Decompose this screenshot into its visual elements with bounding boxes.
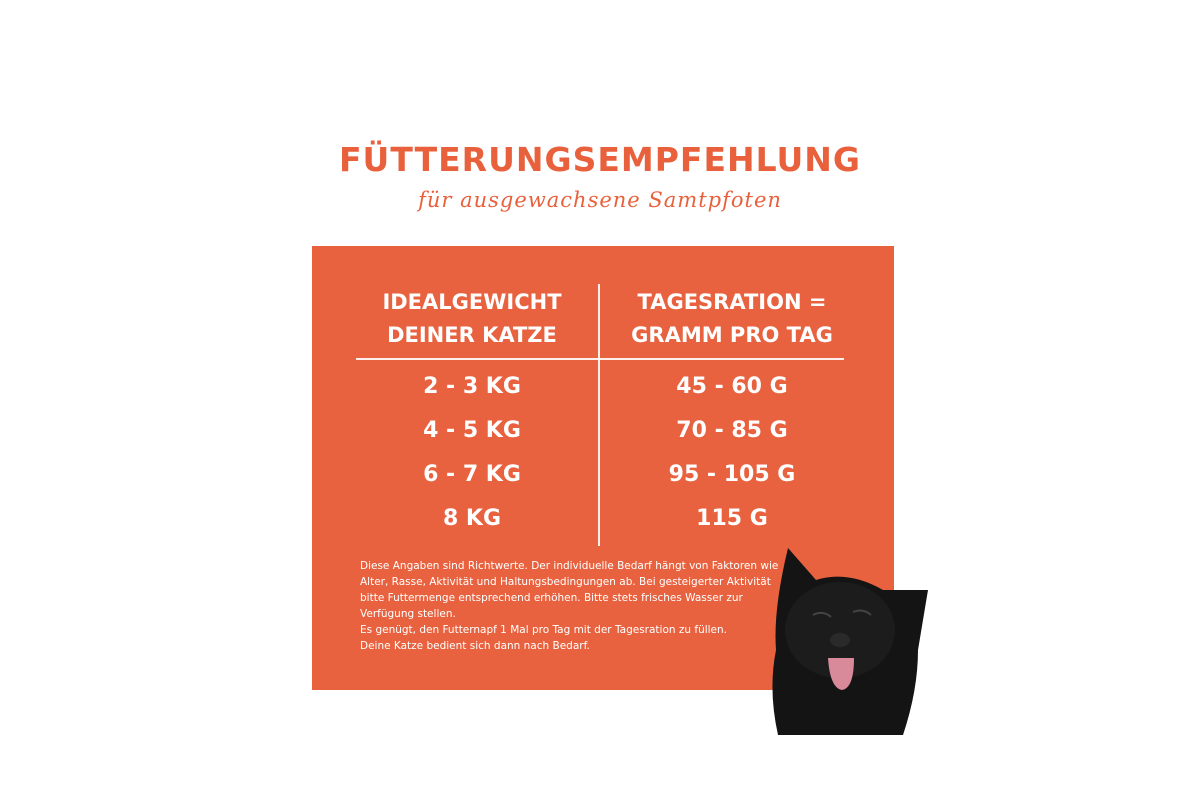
weight-cell: 2 - 3 KG — [423, 374, 521, 399]
column-divider — [598, 284, 600, 546]
header-weight-line1: IDEALGEWICHT — [382, 290, 562, 314]
weight-cell: 4 - 5 KG — [423, 418, 521, 443]
black-cat-image — [772, 548, 928, 735]
header-divider — [356, 358, 844, 360]
header-weight: IDEALGEWICHT DEINER KATZE — [352, 286, 592, 352]
feeding-note: Diese Angaben sind Richtwerte. Der indiv… — [360, 558, 780, 654]
header-weight-line2: DEINER KATZE — [387, 323, 557, 347]
ration-cell: 45 - 60 G — [676, 374, 788, 399]
header-ration-line2: GRAMM PRO TAG — [631, 323, 833, 347]
note-paragraph: Es genügt, den Futternapf 1 Mal pro Tag … — [360, 624, 728, 636]
ration-cell: 95 - 105 G — [668, 462, 796, 487]
feeding-table-panel: IDEALGEWICHT DEINER KATZE TAGESRATION = … — [312, 246, 894, 690]
ration-cell: 115 G — [696, 506, 768, 531]
page-title: FÜTTERUNGSEMPFEHLUNG — [339, 140, 861, 179]
ration-cell: 70 - 85 G — [676, 418, 788, 443]
weight-cell: 8 KG — [442, 506, 502, 531]
page-subtitle: für ausgewachsene Samtpfoten — [418, 188, 782, 212]
note-paragraph: Deine Katze bedient sich dann nach Bedar… — [360, 640, 590, 652]
note-paragraph: Diese Angaben sind Richtwerte. Der indiv… — [360, 560, 779, 620]
header-ration: TAGESRATION = GRAMM PRO TAG — [602, 286, 862, 352]
weight-cell: 6 - 7 KG — [423, 462, 521, 487]
header-ration-line1: TAGESRATION = — [637, 290, 827, 314]
